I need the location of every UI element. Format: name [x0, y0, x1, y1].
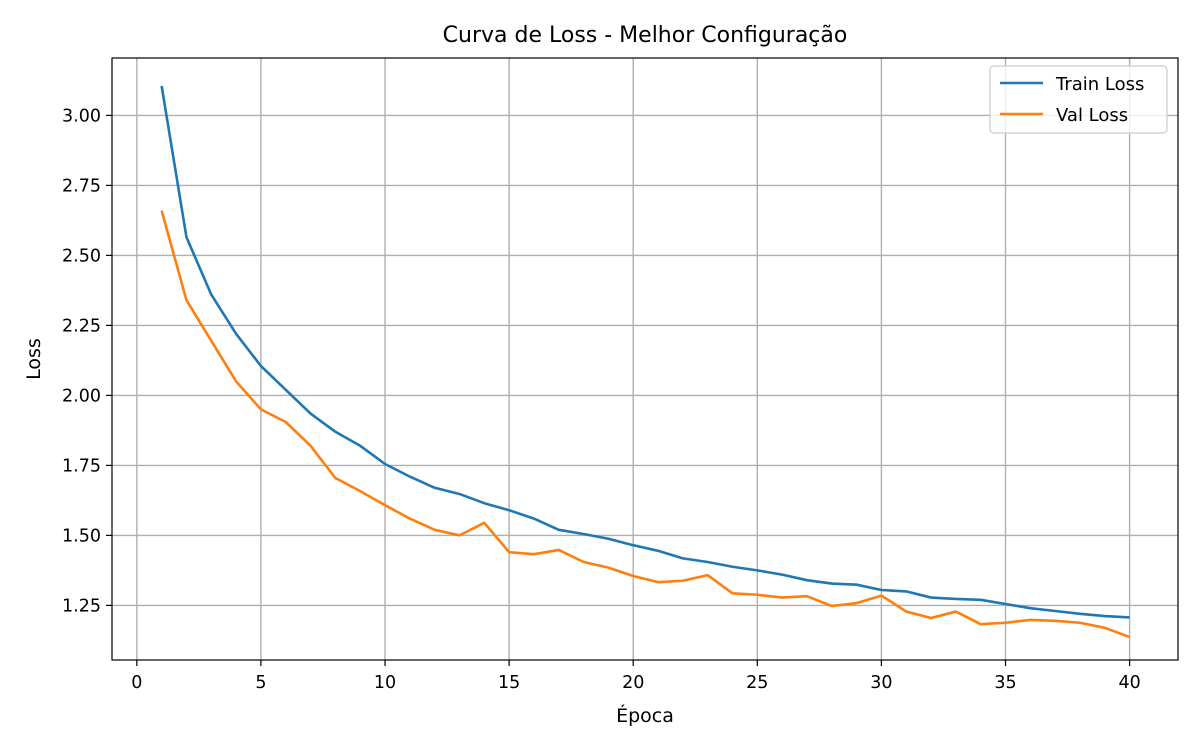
y-tick-label: 1.25 — [62, 596, 101, 616]
chart-title: Curva de Loss - Melhor Configuração — [443, 23, 848, 48]
y-tick-label: 2.00 — [62, 386, 101, 406]
x-axis-ticks: 0 5 10 15 20 25 30 35 40 — [131, 660, 1141, 693]
x-tick-label: 25 — [746, 673, 768, 693]
y-tick-label: 2.75 — [62, 176, 101, 196]
y-tick-label: 2.50 — [62, 246, 101, 266]
y-tick-label: 2.25 — [62, 316, 101, 336]
x-tick-label: 5 — [255, 673, 266, 693]
series-line-train-loss — [160, 85, 1130, 619]
x-tick-label: 40 — [1118, 673, 1140, 693]
y-axis-label: Loss — [23, 338, 45, 380]
x-tick-label: 20 — [622, 673, 644, 693]
x-tick-label: 15 — [498, 673, 520, 693]
legend: Train Loss Val Loss — [989, 65, 1168, 134]
plot-frame — [111, 57, 1179, 661]
series-lines — [160, 85, 1131, 639]
x-axis-label: Época — [616, 704, 674, 727]
y-axis-ticks: 1.25 1.50 1.75 2.00 2.25 2.50 2.75 3.00 — [62, 106, 112, 616]
legend-label-train-loss: Train Loss — [1055, 74, 1144, 95]
y-tick-label: 1.50 — [62, 526, 101, 546]
x-tick-label: 30 — [870, 673, 892, 693]
x-tick-label: 10 — [374, 673, 396, 693]
x-tick-label: 0 — [131, 673, 142, 693]
grid — [112, 58, 1178, 660]
x-tick-label: 35 — [994, 673, 1016, 693]
y-tick-label: 1.75 — [62, 456, 101, 476]
series-line-val-loss — [160, 210, 1131, 639]
y-tick-label: 3.00 — [62, 106, 101, 126]
legend-label-val-loss: Val Loss — [1056, 105, 1128, 126]
